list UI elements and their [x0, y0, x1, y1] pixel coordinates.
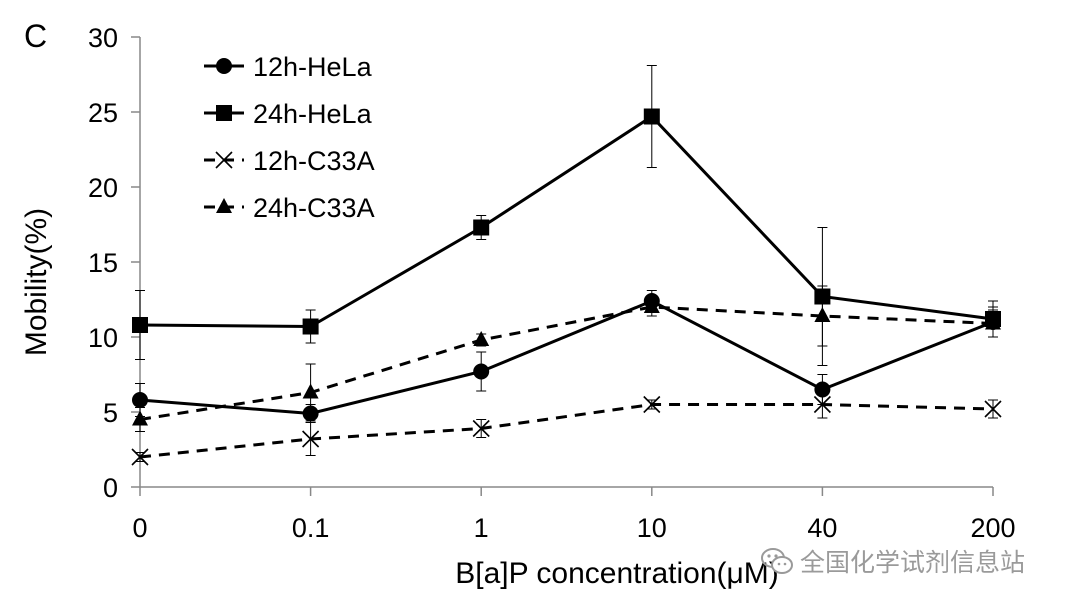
series-line-12h-c33a [139, 403, 994, 459]
data-point-12h-c33a [472, 419, 490, 438]
legend-label-12h-c33a: 12h-C33A [253, 146, 375, 176]
x-tick-label: 0 [132, 513, 147, 543]
data-point-24h-c33a [132, 410, 148, 426]
data-point-12h-hela [473, 363, 490, 380]
data-point-12h-c33a [984, 400, 1002, 418]
x-tick-label: 200 [970, 513, 1015, 543]
data-point-24h-c33a [814, 307, 831, 322]
y-axis-title: Mobility(%) [20, 208, 53, 356]
y-tick-label: 25 [88, 98, 118, 128]
y-tick-label: 30 [88, 23, 118, 53]
legend-label-24h-hela: 24h-HeLa [253, 99, 373, 129]
y-tick-label: 5 [103, 398, 118, 428]
data-point-24h-c33a [302, 383, 319, 399]
x-tick-label: 1 [474, 513, 489, 543]
wechat-icon [761, 548, 793, 574]
watermark-text: 全国化学试剂信息站 [800, 548, 1026, 577]
data-point-24h-c33a [985, 314, 1001, 330]
legend-marker-24h-hela [216, 105, 232, 121]
x-tick-label: 0.1 [292, 513, 330, 543]
data-point-12h-c33a [643, 395, 661, 414]
data-point-24h-hela [473, 219, 490, 236]
panel-label: C [24, 18, 47, 54]
data-point-12h-c33a [813, 395, 831, 414]
legend-marker-12h-hela [216, 58, 232, 74]
legend-marker-24h-c33a [216, 198, 232, 213]
data-point-12h-hela [814, 381, 831, 398]
y-tick-label: 0 [103, 473, 118, 503]
series-line-12h-hela [139, 299, 994, 416]
data-point-24h-c33a [473, 331, 490, 346]
series-line-24h-c33a [139, 305, 994, 421]
series-line-24h-hela [139, 114, 994, 329]
data-point-24h-c33a [643, 298, 660, 313]
watermark: 全国化学试剂信息站 [760, 543, 1025, 579]
data-point-24h-hela [132, 317, 148, 333]
x-tick-label: 40 [807, 513, 837, 543]
legend-label-24h-c33a: 24h-C33A [253, 193, 375, 223]
x-axis-title: B[a]P concentration(μM) [455, 557, 779, 590]
y-tick-label: 15 [88, 248, 118, 278]
legend-label-12h-hela: 12h-HeLa [253, 52, 373, 82]
legend-marker-12h-c33a [215, 151, 233, 169]
data-point-12h-c33a [131, 448, 149, 466]
data-point-24h-hela [302, 318, 319, 335]
y-tick-label: 20 [88, 173, 118, 203]
y-tick-label: 10 [88, 323, 118, 353]
data-point-12h-c33a [302, 430, 320, 448]
x-tick-label: 10 [637, 513, 667, 543]
data-point-24h-hela [643, 108, 660, 125]
data-point-12h-hela [132, 392, 148, 408]
